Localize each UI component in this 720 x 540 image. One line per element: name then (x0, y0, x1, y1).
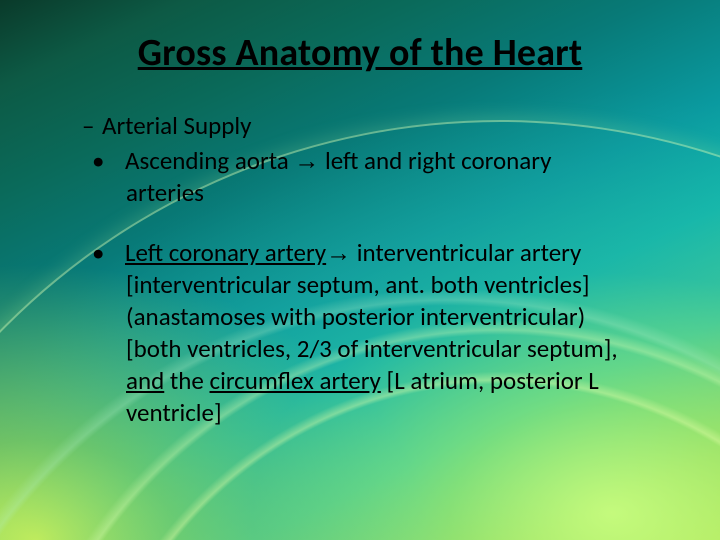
body-text-underlined: circumflex artery (210, 365, 381, 396)
body-text: Ascending aorta (125, 145, 294, 176)
page-title: Gross Anatomy of the Heart (48, 30, 672, 76)
list-item: –Arterial Supply (82, 110, 672, 141)
body-text: the (164, 365, 209, 396)
bullet-dot: • (109, 145, 125, 177)
arrow-icon: → (294, 147, 319, 175)
body-text-underlined: Left coronary artery (125, 237, 326, 268)
list-item: •Ascending aorta → left and right corona… (126, 145, 672, 209)
bullet-dash: – (82, 110, 102, 141)
body-text-underlined: and (126, 365, 164, 396)
slide-content: Gross Anatomy of the Heart –Arterial Sup… (0, 0, 720, 540)
bullet-dot: • (109, 237, 125, 269)
heading-text: Arterial Supply (102, 110, 252, 141)
list-item: •Left coronary artery→ interventricular … (126, 237, 672, 429)
arrow-icon: → (326, 239, 351, 267)
